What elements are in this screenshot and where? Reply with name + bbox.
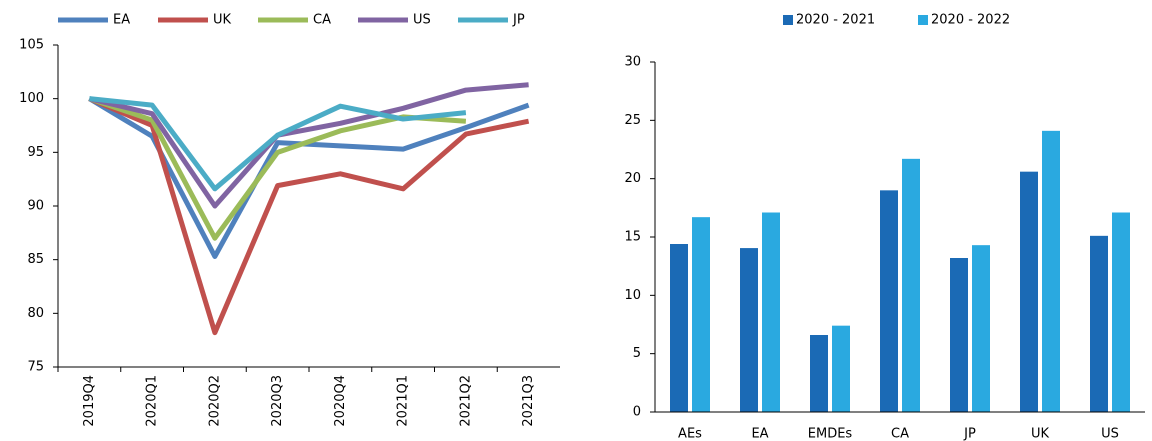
y-tick-label: 105 — [19, 38, 44, 53]
x-tick-label: 2021Q3 — [521, 375, 536, 427]
x-tick-label: 2019Q4 — [82, 375, 97, 427]
x-tick-label: EMDEs — [808, 427, 853, 441]
bar — [972, 245, 990, 412]
y-tick-label: 30 — [624, 55, 641, 70]
x-tick-label: 2021Q2 — [458, 375, 473, 427]
y-tick-label: 75 — [27, 360, 44, 375]
line-series — [88, 82, 529, 209]
bar — [902, 158, 920, 412]
bar — [670, 244, 688, 412]
bar — [692, 217, 710, 412]
line-series — [88, 96, 530, 336]
legend-label: JP — [512, 13, 525, 28]
legend-label: UK — [213, 13, 232, 28]
x-tick-label: 2020Q4 — [333, 375, 348, 427]
y-tick-label: 90 — [27, 199, 44, 214]
bar — [950, 258, 968, 412]
y-tick-label: 95 — [27, 145, 44, 160]
legend-label: EA — [113, 13, 130, 28]
bar — [1090, 235, 1108, 412]
legend-label: US — [413, 13, 431, 28]
legend-swatch — [918, 15, 928, 25]
x-tick-label: AEs — [678, 427, 702, 441]
legend-label: 2020 - 2021 — [796, 13, 875, 28]
y-tick-label: 100 — [19, 91, 44, 106]
bar — [740, 248, 758, 412]
legend-label: 2020 - 2022 — [931, 13, 1010, 28]
y-tick-label: 10 — [624, 288, 641, 303]
bar — [1020, 171, 1038, 412]
y-tick-label: 15 — [624, 230, 641, 245]
x-tick-label: EA — [751, 427, 768, 441]
bar — [762, 212, 780, 412]
x-tick-label: JP — [963, 427, 976, 441]
y-tick-label: 20 — [624, 171, 641, 186]
line-series — [89, 96, 467, 192]
bar — [810, 335, 828, 412]
x-tick-label: 2020Q1 — [145, 375, 160, 427]
x-tick-label: UK — [1031, 427, 1050, 441]
bar — [1112, 212, 1130, 412]
y-tick-label: 5 — [633, 346, 641, 361]
bar — [1042, 130, 1060, 413]
legend-label: CA — [313, 13, 331, 28]
x-tick-label: US — [1101, 427, 1119, 441]
y-tick-label: 0 — [633, 405, 641, 420]
legend-swatch — [783, 15, 793, 25]
x-tick-label: 2021Q1 — [396, 375, 411, 427]
y-tick-label: 80 — [27, 306, 44, 321]
x-tick-label: 2020Q2 — [207, 375, 222, 427]
y-tick-label: 25 — [624, 113, 641, 128]
x-tick-label: 2020Q3 — [270, 375, 285, 427]
y-tick-label: 85 — [27, 252, 44, 267]
x-tick-label: CA — [891, 427, 909, 441]
bar — [832, 325, 850, 412]
bar — [880, 190, 898, 412]
